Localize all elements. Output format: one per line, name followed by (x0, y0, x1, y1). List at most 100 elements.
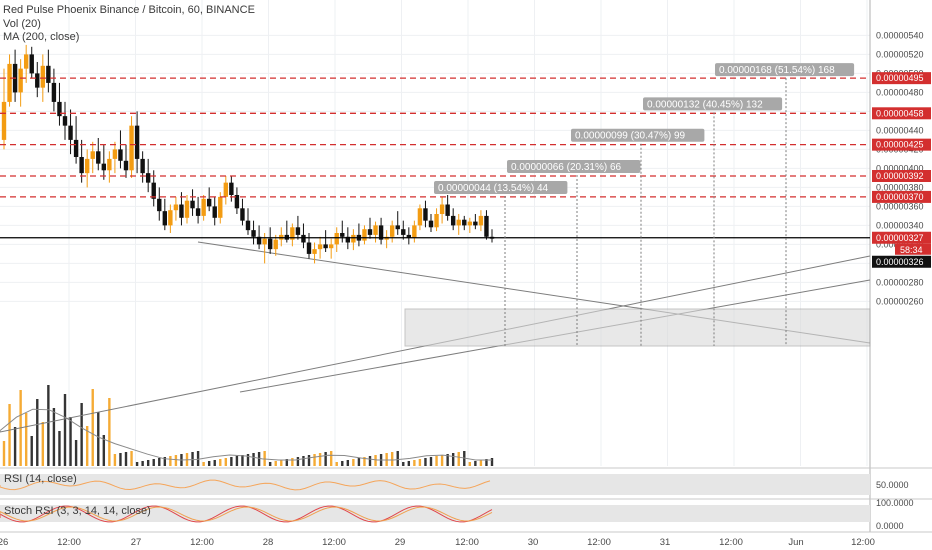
candle-body (112, 149, 118, 159)
projection-label: 0.00000168 (51.54%) 168 (715, 63, 855, 77)
projection-label: 0.00000132 (40.45%) 132 (643, 97, 783, 111)
volume-bar (158, 458, 161, 466)
projection-label: 0.00000066 (20.31%) 66 (507, 160, 641, 174)
ma-indicator-label: MA (200, close) (3, 31, 79, 43)
volume-bar (230, 457, 233, 466)
volume-bar (374, 455, 377, 466)
current-price-label: 0.00000326 (876, 257, 924, 267)
level-lines: 0.00000495 0.00000458 0.00000425 0.00000392… (0, 72, 931, 268)
level-price-tag (872, 72, 931, 85)
candle (362, 225, 367, 245)
projection-label: 0.00000099 (30.47%) 99 (571, 128, 705, 142)
time-tick-label: 29 (395, 537, 406, 548)
candle-body (290, 227, 295, 240)
time-axis: 26 12:00 27 12:00 28 12:00 29 12:00 30 12:00 31 12:… (0, 531, 932, 548)
volume-bar (130, 451, 133, 466)
candle (129, 116, 134, 178)
candle (112, 141, 118, 174)
candle-body (484, 215, 489, 237)
projection-box (404, 308, 871, 347)
volume-bar (47, 385, 50, 466)
candle-body (312, 249, 317, 254)
time-tick-label: 30 (528, 537, 539, 548)
candle-body (262, 238, 267, 245)
candle (462, 215, 467, 231)
candle-body (151, 182, 156, 199)
candle-body (218, 196, 223, 218)
volume-bar (429, 457, 433, 466)
volume-bar (207, 461, 211, 466)
volume-bar (457, 452, 460, 466)
volume-bar (474, 461, 477, 466)
projection-label-bg (643, 97, 783, 111)
volume-bar (97, 412, 100, 466)
candle (478, 210, 484, 232)
volume-bar (291, 458, 294, 466)
candle-body (168, 210, 173, 226)
volume-bar (213, 460, 216, 466)
projection-label: 0.00000044 (13.54%) 44 (434, 180, 568, 194)
candle (7, 54, 12, 107)
candle (340, 220, 345, 243)
candle (96, 138, 101, 171)
candle (206, 187, 212, 212)
candle-body (1, 101, 7, 140)
candle-body (456, 219, 461, 226)
volume-bar (329, 451, 333, 466)
candle (118, 130, 123, 169)
candle (123, 144, 129, 178)
candle (173, 196, 179, 221)
candle-body (240, 208, 245, 221)
candle-body (184, 200, 190, 218)
volume-bar (219, 459, 222, 466)
volume-bar (135, 462, 139, 466)
volume-bar (451, 453, 455, 466)
time-tick-label: Jun (788, 537, 803, 548)
volume-bar (52, 408, 56, 466)
candle-body (96, 151, 101, 164)
candle-body (145, 173, 151, 183)
support-price-tag (872, 231, 931, 244)
candle (395, 211, 400, 235)
candle (184, 195, 190, 224)
candle (301, 223, 306, 249)
candle-body (295, 227, 301, 235)
time-tick-label: 12:00 (587, 537, 611, 548)
candle-body (206, 198, 212, 207)
level-price-label: 0.00000370 (876, 192, 924, 202)
volume-bar (435, 456, 438, 466)
candle (367, 217, 373, 239)
volume-bar (257, 452, 261, 466)
candle (90, 141, 95, 174)
volume-bar (235, 456, 239, 466)
volume-bar (446, 454, 449, 466)
time-tick-label: 12:00 (57, 537, 81, 548)
current-price-tag (872, 255, 931, 268)
candle (284, 220, 290, 243)
candle (450, 208, 456, 231)
candle-body (107, 158, 112, 171)
candle-body (473, 221, 478, 226)
candle (384, 230, 389, 249)
volume-bar (30, 436, 33, 466)
candle-body (23, 54, 29, 69)
candle (389, 220, 395, 243)
volume-bar (252, 453, 255, 466)
candle (46, 49, 51, 93)
volume-bar (85, 426, 89, 466)
volume-bar (108, 398, 111, 466)
price-tick-label: 0.00000280 (876, 277, 924, 287)
price-tick-label: 0.00000540 (876, 30, 924, 40)
candle (295, 215, 301, 240)
candle-body (18, 68, 23, 93)
candle (62, 101, 68, 140)
projection-label-text: 0.00000168 (51.54%) 168 (719, 65, 835, 76)
candle-body (412, 225, 417, 238)
candle-body (273, 239, 278, 250)
candle-body (40, 65, 46, 88)
candle-body (62, 116, 68, 126)
candle-body (417, 208, 423, 226)
candle (201, 195, 206, 221)
candle (190, 189, 195, 216)
